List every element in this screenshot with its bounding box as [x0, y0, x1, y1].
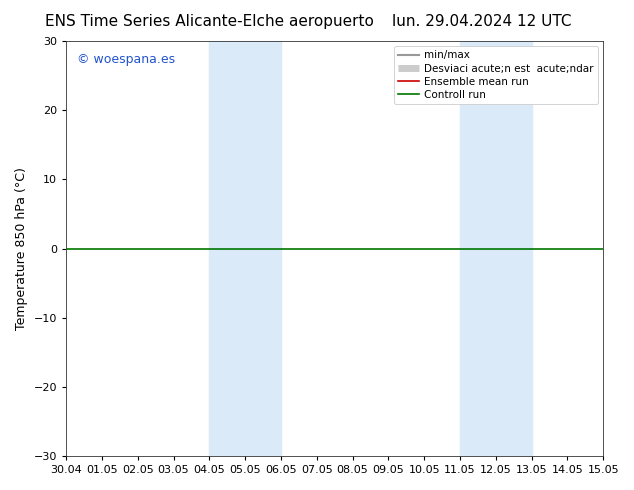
- Bar: [245, 41, 281, 456]
- Y-axis label: Temperature 850 hPa (°C): Temperature 850 hPa (°C): [15, 167, 28, 330]
- Bar: [460, 41, 496, 456]
- Legend: min/max, Desviaci acute;n est  acute;ndar, Ensemble mean run, Controll run: min/max, Desviaci acute;n est acute;ndar…: [394, 46, 598, 104]
- Text: © woespana.es: © woespana.es: [77, 53, 175, 67]
- Text: ENS Time Series Alicante-Elche aeropuerto: ENS Time Series Alicante-Elche aeropuert…: [45, 14, 373, 29]
- Bar: [496, 41, 531, 456]
- Bar: [209, 41, 245, 456]
- Text: lun. 29.04.2024 12 UTC: lun. 29.04.2024 12 UTC: [392, 14, 572, 29]
